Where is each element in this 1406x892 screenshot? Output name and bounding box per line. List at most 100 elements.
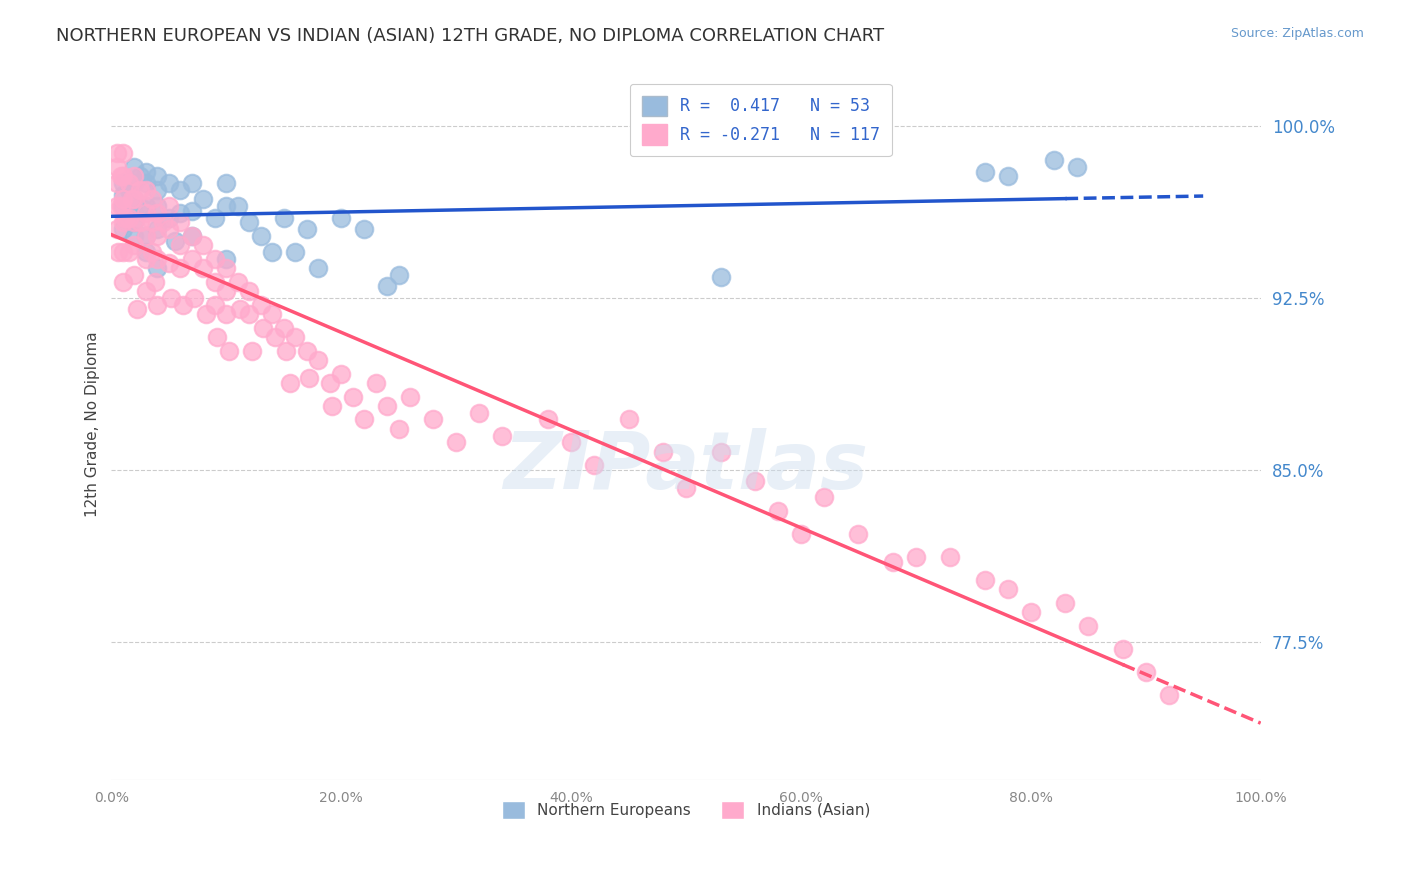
Point xyxy=(262,245,284,260)
Point xyxy=(215,252,238,266)
Point xyxy=(229,302,252,317)
Point xyxy=(194,307,217,321)
Point xyxy=(882,555,904,569)
Point xyxy=(129,215,152,229)
Point xyxy=(973,573,995,587)
Point xyxy=(240,343,263,358)
Point xyxy=(204,211,226,225)
Point xyxy=(226,199,249,213)
Point xyxy=(157,211,180,225)
Point xyxy=(273,211,295,225)
Point xyxy=(169,261,191,276)
Point xyxy=(107,245,129,260)
Point xyxy=(997,169,1019,184)
Point xyxy=(111,146,134,161)
Point xyxy=(193,192,215,206)
Point xyxy=(218,343,240,358)
Point xyxy=(295,343,318,358)
Point xyxy=(284,245,307,260)
Point xyxy=(135,183,157,197)
Point xyxy=(146,199,169,213)
Point xyxy=(238,307,260,321)
Point xyxy=(111,245,134,260)
Point xyxy=(468,406,491,420)
Point xyxy=(129,169,152,184)
Point xyxy=(160,291,183,305)
Point xyxy=(364,376,387,390)
Point xyxy=(238,215,260,229)
Point xyxy=(118,211,141,225)
Point xyxy=(146,229,169,244)
Point xyxy=(583,458,606,473)
Point xyxy=(193,261,215,276)
Point xyxy=(121,192,143,206)
Point xyxy=(105,146,128,161)
Point xyxy=(215,261,238,276)
Point xyxy=(375,399,398,413)
Point xyxy=(193,238,215,252)
Point xyxy=(111,199,134,213)
Point xyxy=(307,352,329,367)
Point xyxy=(321,399,343,413)
Point xyxy=(111,275,134,289)
Point xyxy=(146,183,169,197)
Point xyxy=(129,199,152,213)
Point xyxy=(813,491,835,505)
Point xyxy=(135,199,157,213)
Point xyxy=(278,376,301,390)
Point xyxy=(617,412,640,426)
Point xyxy=(342,390,364,404)
Point xyxy=(135,252,157,266)
Point xyxy=(111,215,134,229)
Point xyxy=(491,428,513,442)
Point xyxy=(353,222,375,236)
Point xyxy=(766,504,789,518)
Point xyxy=(124,169,146,184)
Point xyxy=(124,160,146,174)
Point xyxy=(848,527,870,541)
Point xyxy=(135,229,157,244)
Point xyxy=(105,222,128,236)
Point xyxy=(252,320,274,334)
Point xyxy=(118,176,141,190)
Point xyxy=(157,176,180,190)
Point xyxy=(124,192,146,206)
Point xyxy=(157,199,180,213)
Point xyxy=(353,412,375,426)
Point xyxy=(319,376,342,390)
Point xyxy=(118,183,141,197)
Point xyxy=(560,435,582,450)
Point xyxy=(904,550,927,565)
Point xyxy=(215,307,238,321)
Point xyxy=(215,284,238,298)
Text: Source: ZipAtlas.com: Source: ZipAtlas.com xyxy=(1230,27,1364,40)
Point xyxy=(1077,619,1099,633)
Legend: Northern Europeans, Indians (Asian): Northern Europeans, Indians (Asian) xyxy=(496,795,876,825)
Point xyxy=(124,229,146,244)
Point xyxy=(939,550,962,565)
Point xyxy=(114,211,136,225)
Point xyxy=(284,330,307,344)
Point xyxy=(180,203,202,218)
Point xyxy=(169,206,191,220)
Point xyxy=(1019,605,1042,619)
Point xyxy=(388,268,411,282)
Point xyxy=(105,160,128,174)
Point xyxy=(204,298,226,312)
Point xyxy=(111,169,134,184)
Point xyxy=(146,252,169,266)
Point xyxy=(537,412,560,426)
Point xyxy=(157,222,180,236)
Point xyxy=(146,298,169,312)
Point xyxy=(135,165,157,179)
Point xyxy=(263,330,285,344)
Point xyxy=(1157,688,1180,702)
Point xyxy=(205,330,228,344)
Point xyxy=(709,270,731,285)
Point xyxy=(169,183,191,197)
Point xyxy=(375,279,398,293)
Point xyxy=(152,215,174,229)
Point xyxy=(135,176,157,190)
Point xyxy=(129,183,152,197)
Text: NORTHERN EUROPEAN VS INDIAN (ASIAN) 12TH GRADE, NO DIPLOMA CORRELATION CHART: NORTHERN EUROPEAN VS INDIAN (ASIAN) 12TH… xyxy=(56,27,884,45)
